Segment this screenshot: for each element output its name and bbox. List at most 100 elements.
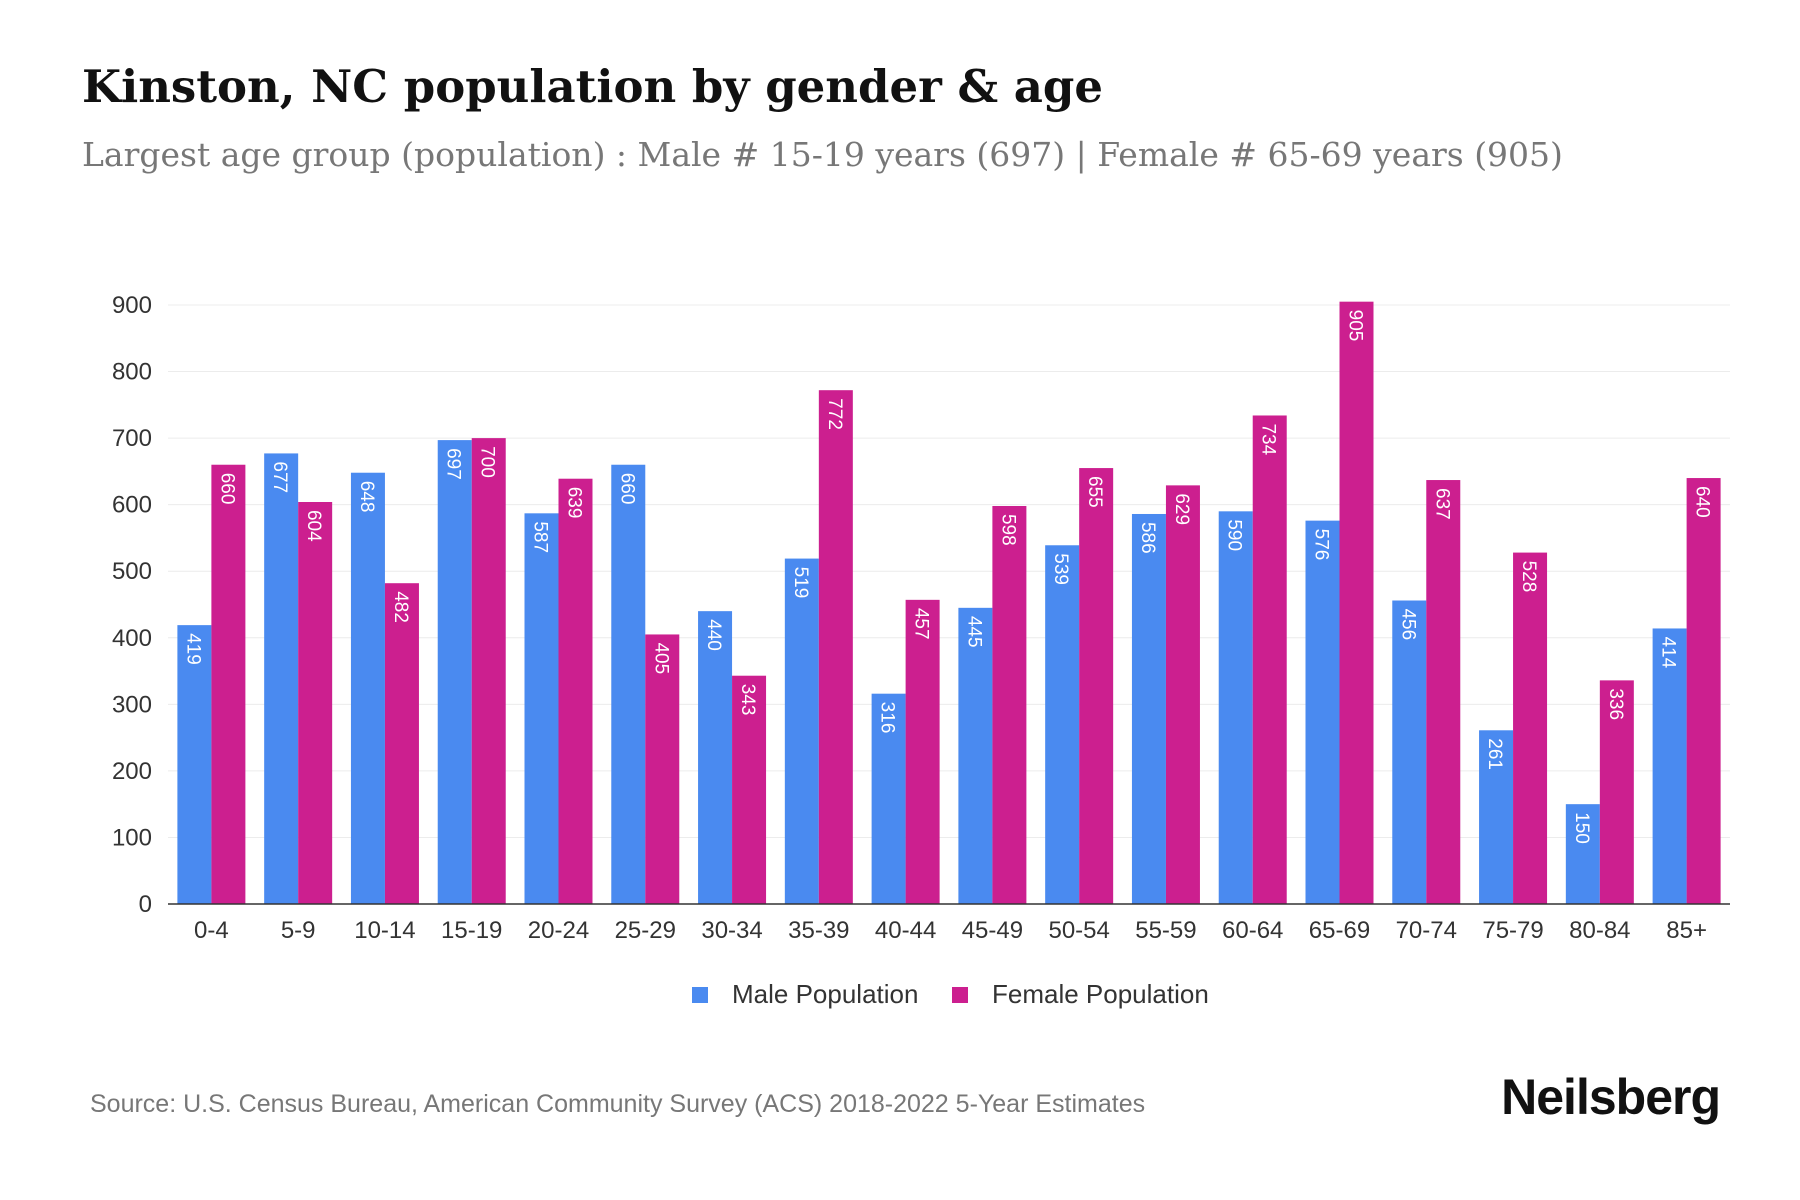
x-axis-ticks: 0-4 5-9 10-14 15-19 20-24 25-29 30-34 35-39 40-4…: [194, 917, 1707, 944]
x-tick-label: 65-69: [1309, 917, 1370, 944]
x-tick-label: 20-24: [528, 917, 589, 944]
female-value-label-50-54: 655: [1084, 476, 1105, 508]
female-bar-50-54: [1079, 468, 1114, 904]
x-tick-label: 35-39: [788, 917, 849, 944]
brand-logo: Neilsberg: [1501, 1069, 1721, 1125]
female-value-label-0-4: 660: [216, 473, 237, 505]
female-value-label-75-79: 528: [1518, 561, 1539, 593]
male-bar-0-4: [177, 625, 212, 904]
male-value-label-35-39: 519: [790, 567, 811, 599]
y-tick-label: 500: [112, 558, 152, 585]
female-bar-70-74: [1426, 480, 1461, 904]
male-value-label-70-74: 456: [1397, 609, 1418, 641]
female-bar-60-64: [1252, 415, 1287, 904]
bars: [177, 301, 1721, 904]
male-value-label-75-79: 261: [1484, 738, 1505, 770]
male-bar-80-84: [1565, 804, 1600, 904]
y-tick-label: 700: [112, 425, 152, 452]
x-tick-label: 40-44: [875, 917, 936, 944]
x-tick-label: 75-79: [1482, 917, 1543, 944]
female-bar-25-29: [645, 634, 680, 904]
male-value-label-65-69: 576: [1311, 529, 1332, 561]
chart-title: Kinston, NC population by gender & age: [82, 60, 1104, 113]
female-value-label-20-24: 639: [564, 487, 585, 519]
male-value-label-80-84: 150: [1571, 812, 1592, 844]
male-bar-10-14: [350, 472, 385, 904]
male-value-label-25-29: 660: [616, 473, 637, 505]
male-value-label-85+: 414: [1658, 636, 1679, 668]
male-bar-55-59: [1131, 513, 1166, 904]
female-value-label-40-44: 457: [911, 608, 932, 640]
female-bar-75-79: [1513, 552, 1548, 904]
female-value-label-80-84: 336: [1605, 688, 1626, 720]
male-bar-15-19: [437, 440, 472, 904]
x-tick-label: 10-14: [354, 917, 415, 944]
male-bar-60-64: [1218, 511, 1253, 904]
female-bar-35-39: [818, 390, 853, 904]
x-tick-label: 25-29: [615, 917, 676, 944]
y-tick-label: 600: [112, 492, 152, 519]
male-bar-5-9: [264, 453, 299, 904]
female-value-label-15-19: 700: [477, 446, 498, 478]
female-bar-85+: [1686, 478, 1721, 904]
y-tick-label: 400: [112, 625, 152, 652]
grid-lines: [168, 304, 1730, 838]
x-tick-label: 45-49: [962, 917, 1023, 944]
male-bar-30-34: [698, 611, 733, 904]
legend: Male Population Female Population: [692, 979, 1209, 1009]
y-tick-label: 900: [112, 292, 152, 319]
male-bar-35-39: [784, 558, 819, 904]
female-value-label-35-39: 772: [824, 398, 845, 430]
male-value-label-45-49: 445: [963, 616, 984, 648]
female-value-label-55-59: 629: [1171, 493, 1192, 525]
female-value-label-45-49: 598: [997, 514, 1018, 546]
source-note: Source: U.S. Census Bureau, American Com…: [90, 1090, 1146, 1118]
male-bar-25-29: [611, 464, 646, 904]
x-tick-label: 85+: [1666, 917, 1707, 944]
x-tick-label: 70-74: [1396, 917, 1457, 944]
female-value-label-5-9: 604: [303, 510, 324, 542]
female-bar-5-9: [298, 502, 333, 904]
y-tick-label: 100: [112, 824, 152, 851]
female-value-label-70-74: 637: [1431, 488, 1452, 520]
x-tick-label: 80-84: [1569, 917, 1630, 944]
male-bar-70-74: [1392, 600, 1427, 904]
female-value-label-65-69: 905: [1345, 310, 1366, 342]
male-value-label-15-19: 697: [443, 448, 464, 480]
legend-swatch-female: [952, 987, 968, 1003]
x-tick-label: 30-34: [701, 917, 762, 944]
male-bar-45-49: [958, 607, 993, 904]
female-bar-0-4: [211, 464, 246, 904]
male-bar-20-24: [524, 513, 559, 904]
female-bar-30-34: [732, 675, 767, 904]
male-value-label-10-14: 648: [356, 481, 377, 513]
male-value-label-50-54: 539: [1050, 553, 1071, 585]
bar-labels: 419 660 677 604 648 482 697 700 587 639 660 405 440 3…: [182, 310, 1712, 844]
female-bar-15-19: [471, 438, 506, 904]
x-tick-label: 55-59: [1135, 917, 1196, 944]
legend-label-female: Female Population: [992, 979, 1209, 1009]
female-bar-55-59: [1165, 485, 1200, 904]
female-bar-20-24: [558, 478, 593, 904]
male-value-label-5-9: 677: [269, 461, 290, 493]
legend-label-male: Male Population: [732, 979, 918, 1009]
x-tick-label: 5-9: [281, 917, 316, 944]
male-value-label-55-59: 586: [1137, 522, 1158, 554]
y-tick-label: 800: [112, 359, 152, 386]
male-value-label-40-44: 316: [877, 702, 898, 734]
female-value-label-60-64: 734: [1258, 423, 1279, 455]
male-value-label-30-34: 440: [703, 619, 724, 651]
male-bar-75-79: [1479, 730, 1514, 904]
chart-subtitle: Largest age group (population) : Male # …: [82, 135, 1563, 174]
male-value-label-20-24: 587: [530, 521, 551, 553]
female-bar-10-14: [384, 583, 419, 904]
male-bar-40-44: [871, 693, 906, 904]
male-bar-65-69: [1305, 520, 1340, 904]
female-bar-65-69: [1339, 301, 1374, 904]
y-axis-ticks: 0 100 200 300 400 500 600 700 800 900: [112, 292, 152, 918]
x-tick-label: 0-4: [194, 917, 229, 944]
female-bar-45-49: [992, 505, 1027, 904]
x-tick-label: 60-64: [1222, 917, 1283, 944]
female-value-label-30-34: 343: [737, 684, 758, 716]
